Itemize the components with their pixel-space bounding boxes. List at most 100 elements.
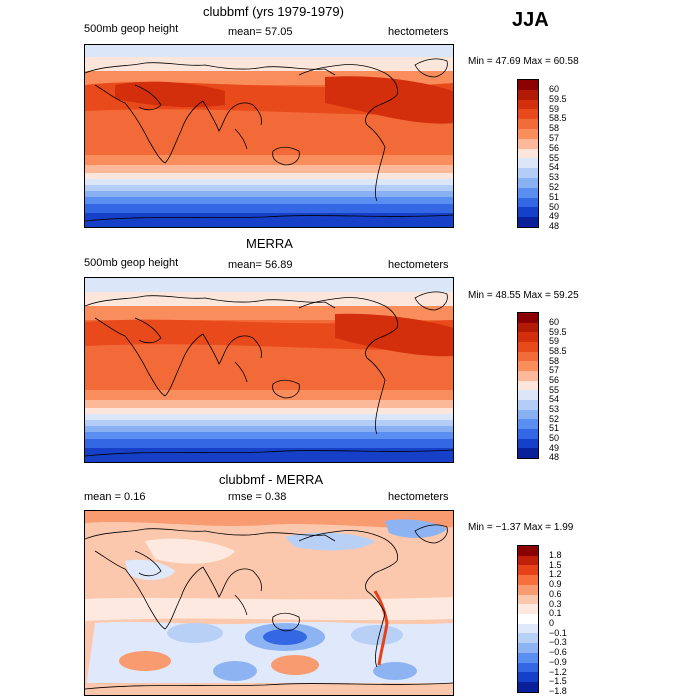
colorbar-label: 60 [549, 83, 560, 94]
panel1-units: hectometers [388, 26, 449, 38]
colorbar-label: 48 [549, 221, 560, 232]
colorbar-label: 0.3 [549, 598, 562, 609]
colorbar-swatch [518, 207, 538, 218]
panel1-map [84, 44, 454, 228]
colorbar-label: 49 [549, 442, 560, 453]
colorbar-label: 57 [549, 132, 560, 143]
colorbar-label: −0.1 [549, 627, 567, 638]
colorbar-swatch [518, 565, 538, 576]
panel3-map [84, 510, 454, 696]
colorbar-swatch [518, 438, 538, 449]
colorbar-swatch [518, 662, 538, 673]
colorbar-label: 56 [549, 142, 560, 153]
colorbar-label: 54 [549, 394, 560, 405]
colorbar-label: 51 [549, 191, 560, 202]
colorbar-swatch [518, 351, 538, 362]
colorbar-swatch [518, 546, 538, 556]
colorbar-label: 55 [549, 152, 560, 163]
colorbar-label: 0.9 [549, 579, 562, 590]
colorbar-swatch [518, 217, 538, 227]
panel2-colorbar [517, 312, 539, 459]
colorbar-label: 59 [549, 103, 560, 114]
colorbar-label: 50 [549, 201, 560, 212]
colorbar-swatch [518, 380, 538, 391]
colorbar-swatch [518, 419, 538, 429]
season-label: JJA [512, 9, 549, 31]
colorbar-swatch [518, 341, 538, 352]
colorbar-label: −0.9 [549, 656, 567, 667]
colorbar-swatch [518, 89, 538, 100]
colorbar-swatch [518, 361, 538, 371]
colorbar-swatch [518, 119, 538, 129]
colorbar-swatch [518, 399, 538, 410]
colorbar-swatch [518, 322, 538, 333]
panel1-variable: 500mb geop height [84, 23, 179, 35]
panel2-mean: mean= 56.89 [228, 259, 293, 271]
colorbar-label: 58 [549, 355, 560, 366]
colorbar-label: −1.5 [549, 676, 567, 687]
colorbar-label: 1.8 [549, 549, 562, 560]
panel2-map [84, 277, 454, 463]
colorbar-swatch [518, 652, 538, 663]
panel2-variable: 500mb geop height [84, 257, 179, 269]
colorbar-label: 53 [549, 172, 560, 183]
colorbar-label: 50 [549, 432, 560, 443]
colorbar-swatch [518, 332, 538, 342]
colorbar-label: 52 [549, 413, 560, 424]
colorbar-label: 59 [549, 336, 560, 347]
colorbar-swatch [518, 623, 538, 634]
panel1-minmax: Min = 47.69 Max = 60.58 [468, 56, 579, 67]
colorbar-swatch [518, 109, 538, 120]
colorbar-label: 1.2 [549, 569, 562, 580]
panel2-title: MERRA [246, 236, 293, 251]
colorbar-label: 56 [549, 374, 560, 385]
colorbar-swatch [518, 99, 538, 110]
panel2-minmax: Min = 48.55 Max = 59.25 [468, 290, 579, 301]
colorbar-swatch [518, 390, 538, 400]
colorbar-label: 55 [549, 384, 560, 395]
panel3-minmax: Min = −1.37 Max = 1.99 [468, 522, 574, 533]
colorbar-swatch [518, 575, 538, 585]
panel1-colorbar [517, 79, 539, 228]
panel3-colorbar [517, 545, 539, 693]
colorbar-label: 58.5 [549, 113, 567, 124]
colorbar-swatch [518, 80, 538, 90]
colorbar-label: 0 [549, 618, 555, 628]
colorbar-swatch [518, 197, 538, 208]
panel2-units: hectometers [388, 259, 449, 271]
colorbar-label: 58 [549, 123, 560, 134]
colorbar-label: 57 [549, 365, 560, 376]
colorbar-label: 48 [549, 452, 560, 463]
colorbar-swatch [518, 584, 538, 595]
panel1-mean: mean= 57.05 [228, 26, 293, 38]
colorbar-swatch [518, 633, 538, 644]
colorbar-swatch [518, 643, 538, 653]
colorbar-swatch [518, 138, 538, 149]
colorbar-label: −1.2 [549, 666, 567, 677]
panel3-units: hectometers [388, 491, 449, 503]
colorbar-swatch [518, 428, 538, 439]
panel1-title: clubbmf (yrs 1979-1979) [203, 4, 344, 19]
colorbar-swatch [518, 409, 538, 420]
colorbar-swatch [518, 313, 538, 323]
colorbar-swatch [518, 614, 538, 624]
colorbar-swatch [518, 594, 538, 605]
colorbar-swatch [518, 177, 538, 188]
colorbar-swatch [518, 448, 538, 458]
panel3-mean: mean = 0.16 [84, 491, 146, 503]
colorbar-swatch [518, 158, 538, 169]
colorbar-label: −0.6 [549, 647, 567, 658]
colorbar-swatch [518, 672, 538, 683]
colorbar-swatch [518, 370, 538, 381]
colorbar-label: 59.5 [549, 93, 567, 104]
colorbar-label: 54 [549, 162, 560, 173]
panel3-rmse: rmse = 0.38 [228, 491, 287, 503]
colorbar-label: 51 [549, 423, 560, 434]
colorbar-swatch [518, 604, 538, 615]
colorbar-label: 1.5 [549, 559, 562, 570]
colorbar-label: −0.3 [549, 637, 567, 648]
colorbar-label: 59.5 [549, 326, 567, 337]
colorbar-label: 53 [549, 403, 560, 414]
colorbar-label: 0.6 [549, 588, 562, 599]
colorbar-swatch [518, 168, 538, 178]
